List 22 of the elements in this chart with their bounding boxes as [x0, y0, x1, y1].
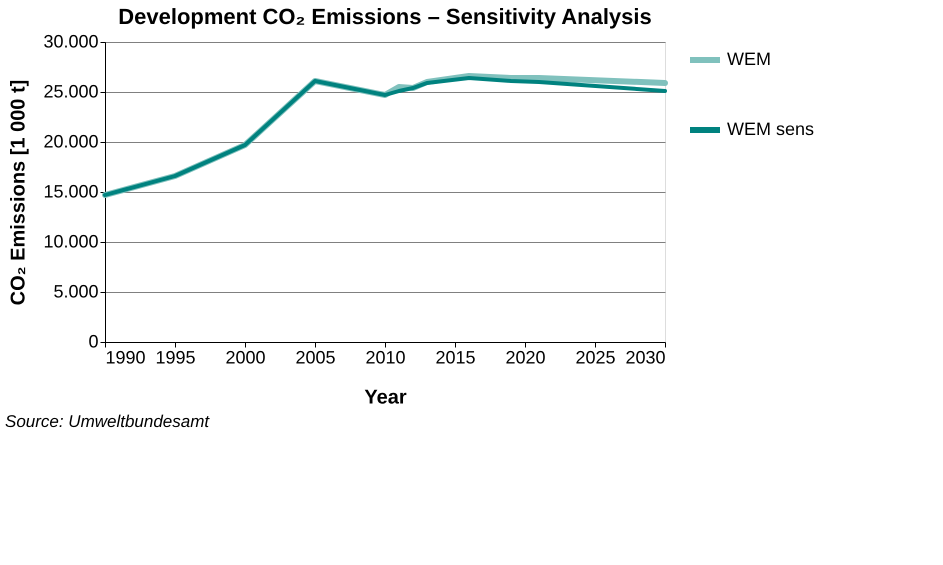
x-tick-label: 2020 — [505, 348, 546, 368]
y-tick-label: 20.000 — [43, 132, 98, 152]
y-axis-title: CO₂ Emissions [1 000 t] — [7, 80, 30, 306]
legend-label: WEM sens — [727, 119, 814, 139]
y-tick-label: 15.000 — [43, 182, 98, 202]
x-tick-label: 2005 — [295, 348, 336, 368]
x-tick-label: 2030 — [625, 348, 666, 368]
chart-title: Development CO₂ Emissions – Sensitivity Analysis — [118, 4, 652, 29]
x-tick-label: 2025 — [575, 348, 616, 368]
x-tick-label: 1995 — [155, 348, 196, 368]
y-tick-label: 25.000 — [43, 82, 98, 102]
x-axis-title: Year — [364, 386, 407, 408]
y-tick-label: 10.000 — [43, 232, 98, 252]
x-tick-label: 2015 — [435, 348, 476, 368]
y-tick-label: 30.000 — [43, 32, 98, 52]
source-note: Source: Umweltbundesamt — [5, 412, 210, 431]
y-tick-label: 0 — [88, 332, 98, 352]
y-tick-label: 5.000 — [53, 282, 98, 302]
legend-label: WEM — [727, 49, 771, 69]
x-tick-label: 2000 — [225, 348, 266, 368]
x-tick-label: 2010 — [365, 348, 406, 368]
x-tick-label: 1990 — [106, 348, 146, 368]
